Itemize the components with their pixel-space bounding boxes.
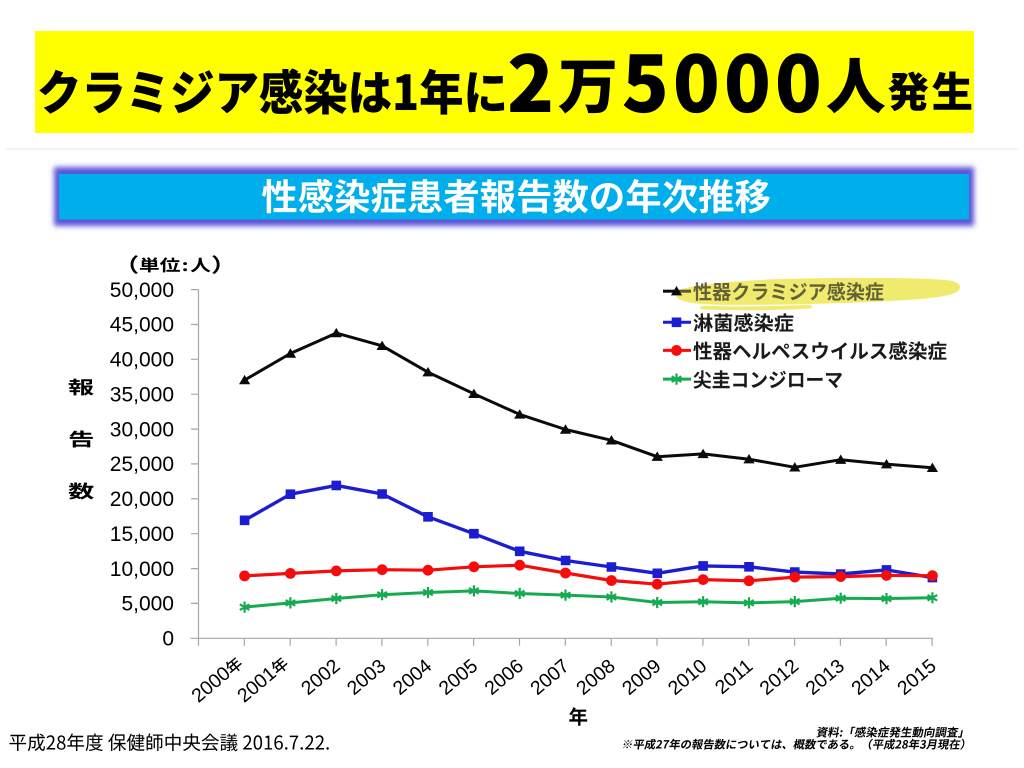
- svg-text:2014: 2014: [847, 655, 894, 700]
- svg-text:2000: 2000: [187, 662, 234, 707]
- svg-text:2015: 2015: [893, 655, 940, 700]
- svg-text:2004: 2004: [389, 655, 436, 700]
- svg-text:40,000: 40,000: [110, 349, 174, 372]
- svg-text:30,000: 30,000: [110, 418, 174, 441]
- svg-text:25,000: 25,000: [110, 453, 174, 476]
- svg-text:2011: 2011: [711, 655, 757, 699]
- svg-text:2009: 2009: [618, 655, 665, 700]
- svg-text:10,000: 10,000: [110, 558, 174, 581]
- svg-text:15,000: 15,000: [110, 523, 174, 546]
- svg-text:2005: 2005: [435, 655, 482, 700]
- svg-text:35,000: 35,000: [110, 383, 174, 406]
- svg-text:2013: 2013: [802, 655, 849, 700]
- svg-text:2006: 2006: [481, 655, 528, 700]
- svg-text:2003: 2003: [343, 655, 390, 700]
- svg-text:5,000: 5,000: [121, 593, 174, 616]
- svg-text:20,000: 20,000: [110, 488, 174, 511]
- svg-text:2001: 2001: [233, 662, 280, 707]
- svg-text:2002: 2002: [297, 655, 344, 700]
- svg-text:2007: 2007: [526, 655, 573, 700]
- svg-text:45,000: 45,000: [110, 314, 174, 337]
- svg-text:2012: 2012: [756, 655, 803, 700]
- svg-text:50,000: 50,000: [110, 279, 174, 302]
- svg-text:0: 0: [162, 628, 174, 651]
- svg-text:2010: 2010: [664, 655, 711, 700]
- svg-text:2008: 2008: [572, 655, 619, 700]
